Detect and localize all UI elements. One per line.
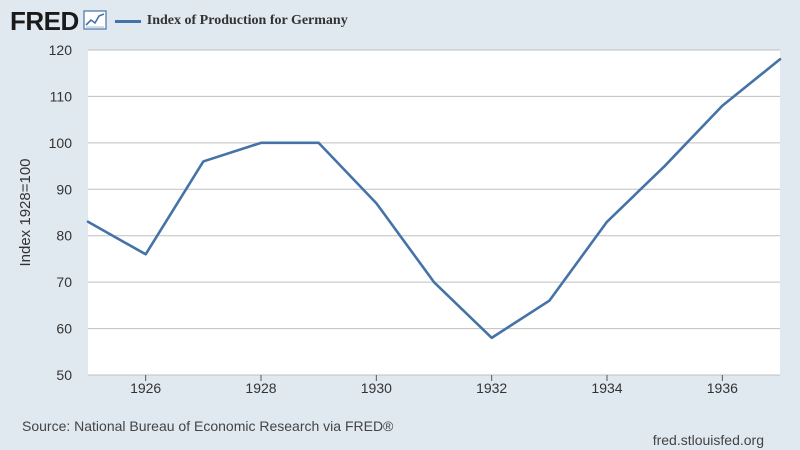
y-tick-label: 110 <box>50 88 73 104</box>
y-tick-label: 120 <box>49 42 73 58</box>
y-tick-label: 70 <box>56 274 72 290</box>
x-tick-label: 1926 <box>130 380 161 396</box>
x-tick-label: 1932 <box>476 380 507 396</box>
legend: Index of Production for Germany <box>114 13 348 29</box>
y-tick-label: 60 <box>56 321 72 337</box>
x-tick-label: 1930 <box>361 380 392 396</box>
y-tick-label: 100 <box>49 135 73 151</box>
plot-area <box>88 50 780 375</box>
y-tick-label: 80 <box>56 228 72 244</box>
y-tick-label: 50 <box>56 367 72 383</box>
x-tick-label: 1936 <box>707 380 738 396</box>
series-line[interactable] <box>86 57 782 340</box>
fred-logo[interactable]: FRED <box>10 6 79 36</box>
chart-trend-icon <box>83 9 107 35</box>
source-note: Source: National Bureau of Economic Rese… <box>22 418 394 434</box>
y-tick-label: 90 <box>56 181 72 197</box>
x-tick-label: 1928 <box>245 380 276 396</box>
y-axis-label: Index 1928=100 <box>17 158 34 266</box>
x-tick-label: 1934 <box>591 380 622 396</box>
header: FRED Index of Production for Germany <box>10 5 348 37</box>
legend-swatch <box>114 19 141 23</box>
site-link[interactable]: fred.stlouisfed.org <box>652 432 764 448</box>
legend-label[interactable]: Index of Production for Germany <box>146 13 348 28</box>
